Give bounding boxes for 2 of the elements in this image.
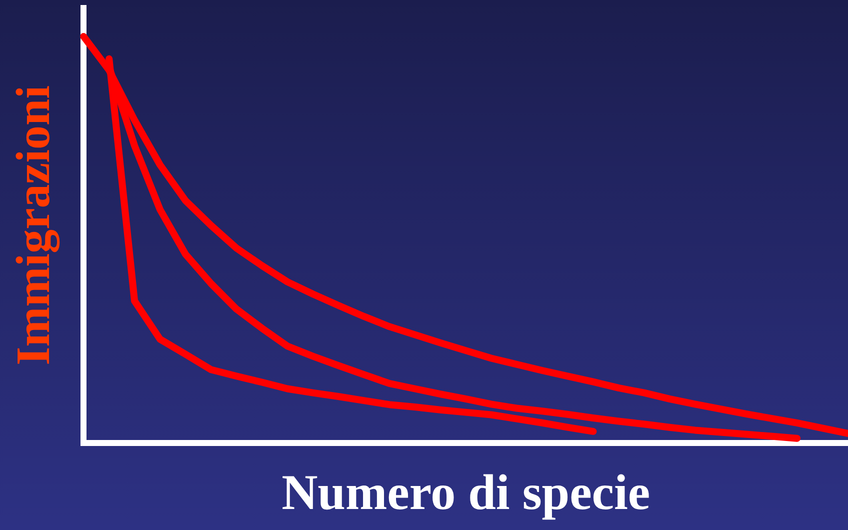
x-axis-title: Numero di specie: [282, 464, 650, 520]
y-axis-title: Immigrazioni: [7, 85, 60, 366]
